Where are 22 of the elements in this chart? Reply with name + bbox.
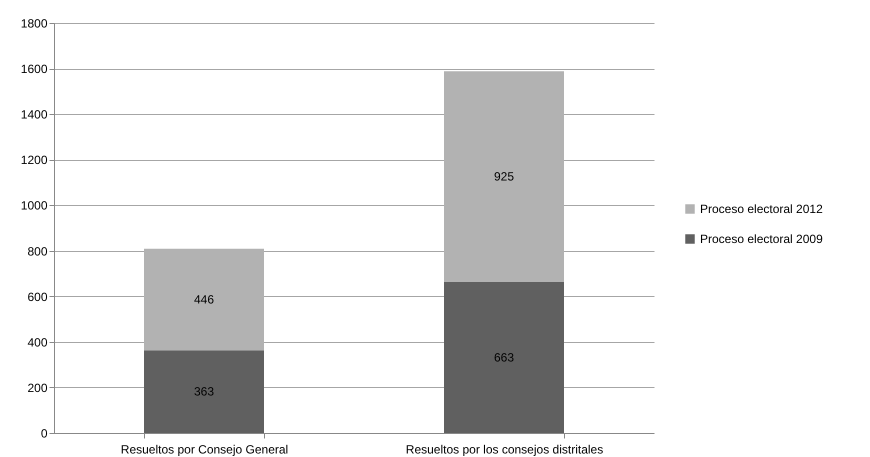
- data-label: 925: [494, 170, 514, 184]
- bar: [144, 248, 264, 350]
- bar: [444, 282, 564, 433]
- data-label: 663: [494, 350, 514, 364]
- bar: [444, 71, 564, 282]
- x-tick-label: Resueltos por Consejo General: [120, 442, 288, 456]
- y-tick-label: 1400: [20, 108, 48, 122]
- y-tick-label: 200: [27, 380, 48, 395]
- y-tick-label: 600: [27, 290, 48, 304]
- legend-label: Proceso electoral 2012: [700, 202, 824, 216]
- data-label: 363: [194, 384, 214, 399]
- y-tick-label: 1000: [20, 198, 48, 213]
- y-tick-label: 800: [27, 244, 48, 258]
- y-tick-label: 1800: [20, 16, 48, 30]
- y-tick-label: 1600: [20, 62, 48, 76]
- y-tick-label: 0: [40, 426, 48, 440]
- x-tick-label: Resueltos por los consejos distritales: [406, 442, 604, 456]
- y-tick-label: 400: [27, 335, 48, 350]
- bar: [144, 350, 264, 433]
- legend-label: Proceso electoral 2009: [700, 232, 824, 246]
- y-tick-label: 1200: [20, 153, 48, 168]
- data-label: 446: [194, 292, 214, 307]
